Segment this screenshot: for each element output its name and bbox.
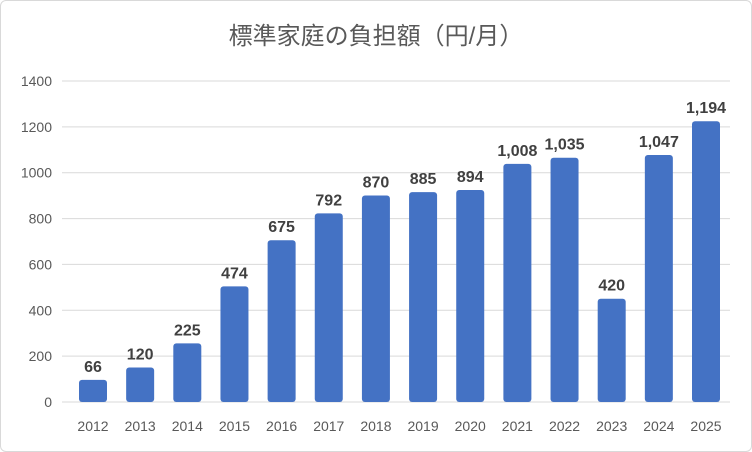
y-tick-label: 1400 (21, 73, 52, 89)
data-label: 420 (598, 278, 625, 295)
x-tick-label: 2020 (455, 418, 486, 434)
data-label: 894 (457, 169, 484, 186)
bar (409, 192, 438, 402)
y-tick-label: 1000 (21, 165, 52, 181)
y-tick-label: 600 (29, 256, 53, 272)
bar (550, 157, 579, 402)
x-tick-label: 2016 (266, 418, 297, 434)
x-tick-label: 2014 (172, 418, 203, 434)
bar (79, 379, 107, 402)
data-label: 870 (363, 175, 390, 192)
x-tick-label: 2022 (549, 418, 580, 434)
x-tick-label: 2023 (596, 418, 627, 434)
x-tick-label: 2024 (643, 418, 674, 434)
chart-title: 標準家庭の負担額（円/月） (228, 23, 524, 50)
x-tick-label: 2019 (407, 418, 438, 434)
y-tick-label: 1200 (21, 119, 52, 135)
data-label: 474 (221, 265, 248, 282)
y-tick-label: 800 (29, 211, 53, 227)
x-tick-label: 2018 (360, 418, 391, 434)
bar (126, 367, 155, 402)
data-label: 675 (268, 219, 295, 236)
bar (361, 195, 390, 402)
data-label: 1,194 (686, 100, 726, 117)
x-tick-label: 2017 (313, 418, 344, 434)
data-label: 792 (315, 192, 342, 209)
bar (173, 343, 202, 402)
bar (456, 190, 485, 402)
x-tick-label: 2012 (77, 418, 108, 434)
bar (267, 240, 296, 402)
x-tick-label: 2015 (219, 418, 250, 434)
bar (503, 163, 532, 402)
x-tick-label: 2021 (502, 418, 533, 434)
y-tick-label: 200 (29, 348, 53, 364)
data-label: 885 (410, 171, 437, 188)
bar (644, 154, 673, 402)
data-label: 120 (127, 346, 154, 363)
data-label: 1,035 (545, 137, 585, 154)
data-label: 225 (174, 322, 201, 339)
y-tick-label: 0 (44, 394, 52, 410)
data-label: 1,047 (639, 134, 679, 151)
bar (314, 213, 343, 402)
data-label: 66 (84, 359, 102, 376)
bar (220, 286, 249, 402)
data-label: 1,008 (497, 143, 537, 160)
x-tick-label: 2013 (125, 418, 156, 434)
bar (597, 298, 626, 402)
x-tick-label: 2025 (690, 418, 721, 434)
y-tick-label: 400 (29, 302, 53, 318)
bar (692, 121, 720, 403)
